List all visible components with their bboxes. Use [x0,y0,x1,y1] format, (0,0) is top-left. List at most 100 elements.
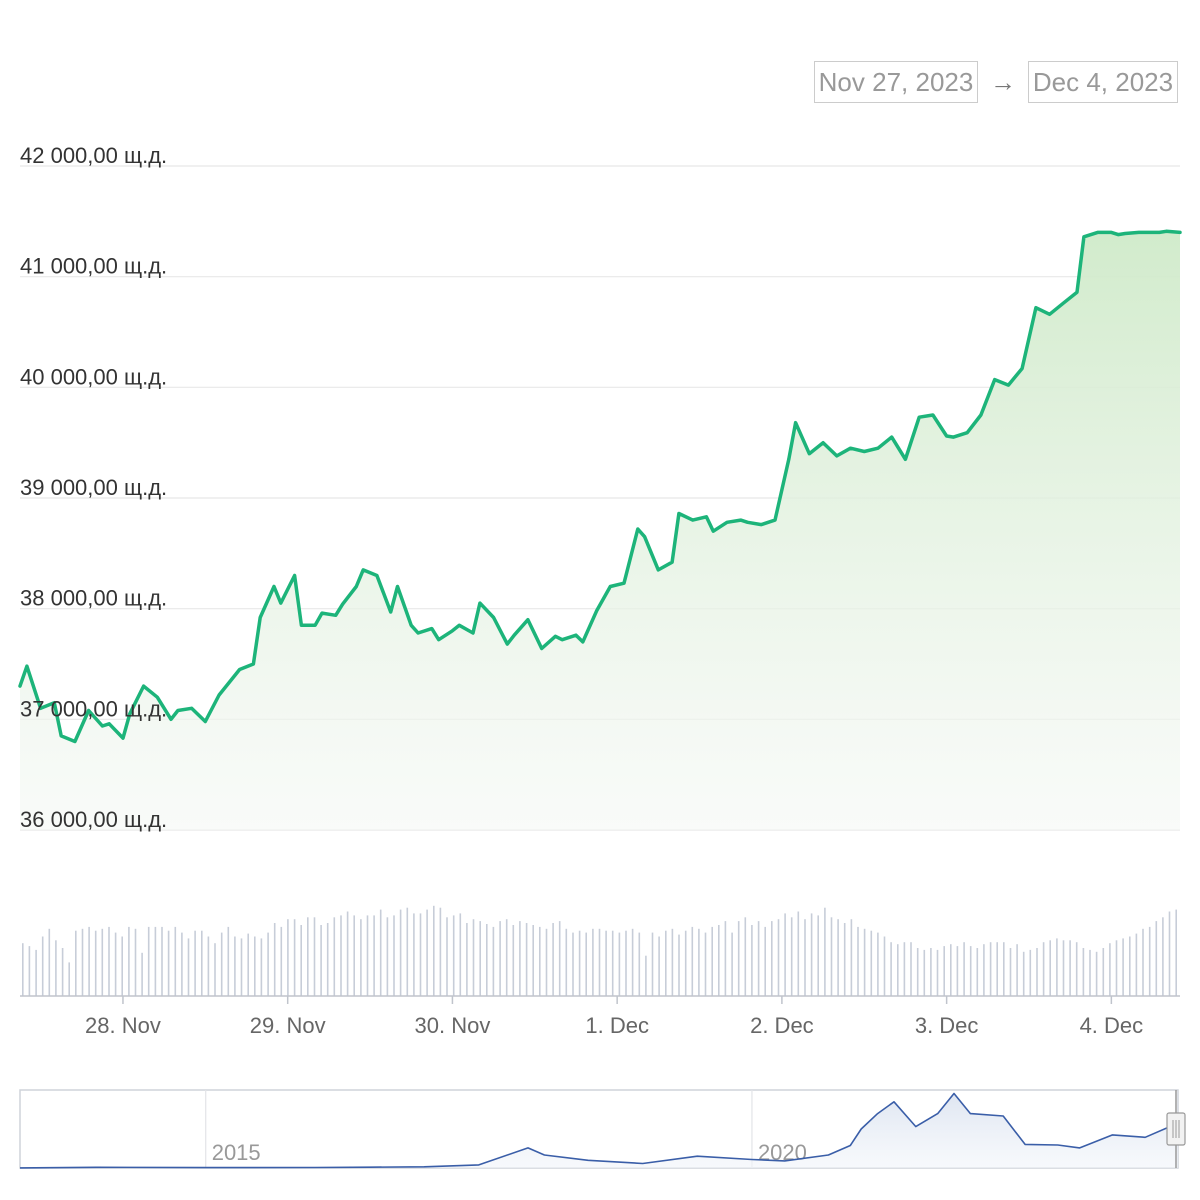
volume-bar [771,921,773,996]
volume-bar [691,926,694,996]
y-tick-label: 38 000,00 щ.д. [20,586,167,611]
volume-bar [22,943,24,996]
volume-bar [1089,949,1091,996]
volume-bar [850,919,853,996]
volume-bar [260,938,263,996]
volume-bar [711,926,713,996]
y-tick-label: 39 000,00 щ.д. [20,475,167,500]
volume-bar [625,930,627,996]
volume-bar [373,915,375,996]
volume-bar [916,948,919,996]
volume-bar [68,962,70,996]
volume-bar [731,932,733,996]
volume-bar [678,934,680,996]
x-tick-label: 28. Nov [85,1013,161,1038]
volume-bar [300,925,302,996]
volume-bar [505,919,508,996]
volume-bar [810,913,813,996]
volume-bar [1029,949,1032,996]
volume-bar [638,932,641,996]
volume-bar [333,917,336,996]
volume-bar [61,948,64,996]
price-area-fill [20,231,1180,831]
price-area [20,231,1180,831]
volume-bar [307,917,309,996]
volume-bar [1036,948,1038,996]
volume-bar [459,913,462,996]
volume-bar [744,917,747,996]
volume-bar [824,907,826,996]
volume-bar [704,932,707,996]
volume-bar [578,930,581,996]
volume-bar [1016,944,1018,996]
volume-bar [598,928,601,996]
y-tick-label: 37 000,00 щ.д. [20,696,167,721]
navigator[interactable]: 2015 2020 [19,1089,1186,1169]
volume-bar [254,936,256,996]
volume-bar [976,948,979,996]
volume-bar [764,926,766,996]
volume-bar [399,909,402,996]
volume-bars [22,905,1177,996]
volume-bar [797,911,800,996]
volume-bar [181,932,183,996]
volume-bar [817,915,819,996]
volume-bar [1142,928,1144,996]
volume-bar [804,919,806,996]
volume-bar [983,944,985,996]
volume-bar [963,942,965,996]
volume-bar [214,943,216,996]
volume-bar [930,948,932,996]
volume-bar [950,944,952,996]
volume-bar [936,949,939,996]
volume-bar [293,919,296,996]
volume-bar [94,930,97,996]
volume-bar [585,932,587,996]
volume-bar [426,909,428,996]
volume-bar [379,909,382,996]
volume-bar [121,936,123,996]
volume-bar [1129,936,1131,996]
range-arrow-icon: → [990,67,1016,97]
volume-bar [757,921,760,996]
navigator-handle[interactable] [1166,1112,1186,1146]
y-axis-labels: 36 000,00 щ.д. 37 000,00 щ.д. 38 000,00 щ.… [20,143,167,832]
x-tick-label: 3. Dec [915,1013,979,1038]
volume-bar [718,925,720,996]
volume-bar [346,911,349,996]
x-tick-label: 29. Nov [250,1013,326,1038]
volume-bar [141,952,143,996]
volume-bar [55,940,57,996]
volume-bar [320,925,322,996]
volume-bar [75,930,77,996]
volume-bar [439,907,442,996]
volume-bar [167,930,170,996]
range-from-input[interactable]: Nov 27, 2023 [814,61,978,103]
volume-bar [956,946,959,996]
volume-bar [1168,911,1171,996]
volume-bar [1042,942,1045,996]
volume-bar [499,921,501,996]
volume-bar [698,928,700,996]
volume-bar [340,915,342,996]
volume-bar [684,930,687,996]
volume-bar [1109,943,1111,996]
volume-bar [187,938,190,996]
volume-bar [539,926,541,996]
y-tick-label: 36 000,00 щ.д. [20,807,167,832]
volume-bar [313,917,316,996]
volume-bar [88,926,90,996]
y-tick-label: 41 000,00 щ.д. [20,254,167,279]
range-to-input[interactable]: Dec 4, 2023 [1028,61,1178,103]
volume-bar [492,926,495,996]
volume-bar [194,930,196,996]
volume-bar [108,926,110,996]
volume-bar [870,930,873,996]
volume-bar [863,928,866,996]
volume-bar [618,932,621,996]
navigator-area [20,1093,1178,1168]
volume-bar [287,919,289,996]
volume-bar [472,919,475,996]
navigator-line [19,1092,1179,1169]
